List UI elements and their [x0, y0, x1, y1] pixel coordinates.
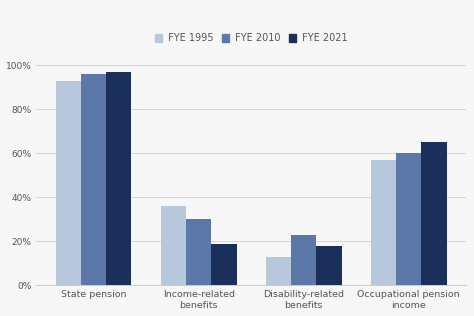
Bar — [81, 74, 106, 285]
Bar — [161, 206, 186, 285]
Bar — [316, 246, 342, 285]
Bar — [211, 244, 237, 285]
Bar — [186, 220, 211, 285]
Bar — [56, 81, 81, 285]
Bar — [396, 154, 421, 285]
Bar — [266, 257, 291, 285]
Bar — [291, 235, 316, 285]
Bar — [371, 160, 396, 285]
Bar — [106, 72, 131, 285]
Legend:  FYE 1995,  FYE 2010,  FYE 2021: FYE 1995, FYE 2010, FYE 2021 — [151, 29, 352, 47]
Bar — [421, 143, 447, 285]
